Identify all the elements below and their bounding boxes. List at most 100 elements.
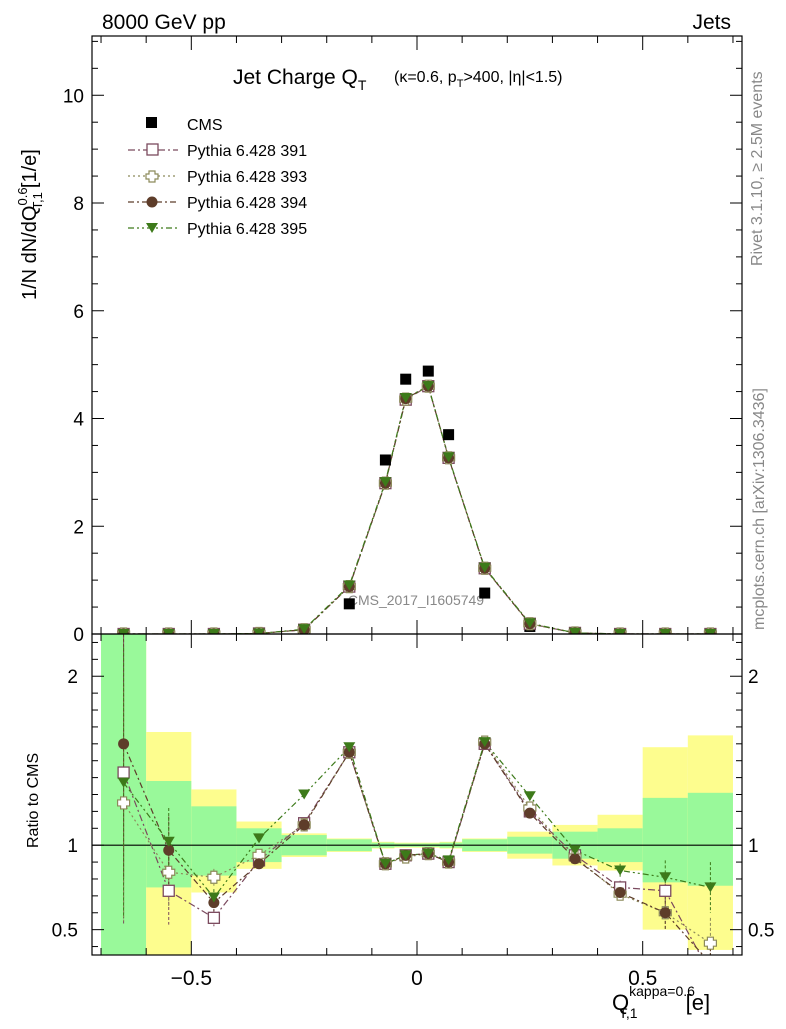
ratio-y-tick-label: 1 (67, 836, 78, 857)
legend-entry-pythia-395: Pythia 6.428 395 (128, 221, 307, 238)
x-tick-label: 0 (411, 967, 423, 990)
ratio-y-tick-label: 2 (67, 667, 78, 688)
main-y-tick-label: 6 (73, 302, 84, 323)
mc-data-point (568, 627, 581, 634)
legend: CMS Pythia 6.428 391 Pythia 6.428 393 Py… (128, 117, 307, 238)
ratio-data-point (163, 844, 175, 856)
ratio-data-point (208, 897, 220, 909)
mc-data-point (162, 629, 175, 634)
ratio-data-point (442, 855, 455, 866)
analysis-watermark: CMS_2017_I1605749 (348, 592, 484, 608)
ratio-data-point (705, 958, 716, 969)
mc-data-point (399, 393, 412, 404)
cms-data-point (443, 429, 455, 441)
mc-data-point (379, 477, 392, 488)
cms-data-point (479, 587, 491, 599)
legend-label-pythia-391: Pythia 6.428 391 (187, 143, 307, 160)
ratio-y-tick-label-right: 0.5 (748, 921, 774, 942)
ratio-data-point (659, 907, 671, 919)
ratio-data-point (614, 865, 627, 876)
main-y-tick-label: 0 (73, 625, 84, 646)
ratio-series-line (123, 742, 704, 955)
ratio-data-point (298, 819, 310, 831)
legend-entry-pythia-394: Pythia 6.428 394 (128, 195, 307, 212)
ratio-data-point (659, 884, 672, 897)
band-green (191, 806, 237, 876)
axis-ticks: 0 2 4 6 8 10 −0.5 0 0.5 0.5 0.5 1 1 2 2 (52, 36, 774, 990)
mc-data-point (253, 628, 266, 634)
ratio-data-point (614, 886, 626, 898)
ratio-data-point (253, 858, 265, 870)
header-left-label: 8000 GeV pp (102, 11, 226, 34)
ratio-data-point (207, 892, 220, 903)
legend-label-pythia-395: Pythia 6.428 395 (187, 221, 307, 238)
mc-data-point (298, 624, 311, 634)
ratio-data-point (569, 853, 581, 865)
ratio-data-point (117, 766, 130, 779)
band-green (642, 797, 688, 883)
ratio-series-line (123, 740, 711, 899)
ratio-y-tick-label-right: 1 (748, 836, 759, 857)
legend-entry-cms: CMS (146, 117, 223, 134)
cms-data-point (343, 598, 355, 610)
mc-data-point (422, 381, 435, 392)
cms-data-point (379, 454, 391, 466)
ratio-data-point (162, 865, 176, 879)
mc-data-point (704, 629, 717, 634)
ratio-data-point (399, 850, 412, 861)
rivet-version-label: Rivet 3.1.10, ≥ 2.5M events (749, 71, 766, 266)
ratio-data-point (116, 796, 131, 810)
ratio-data-point (422, 848, 435, 859)
ratio-uncertainty-bands (101, 634, 733, 955)
x-axis-label: Qkappa=0.6 T,1 [e] (612, 983, 710, 1021)
ratio-data-point (298, 789, 311, 800)
ratio-data-point (253, 833, 266, 844)
ratio-data-point (523, 791, 536, 802)
mc-data-point (478, 562, 491, 573)
mc-data-point (442, 452, 455, 463)
band-green (687, 792, 733, 886)
legend-entry-pythia-391: Pythia 6.428 391 (128, 143, 307, 160)
main-title: Jet Charge QT (233, 66, 367, 93)
ratio-ylabel: Ratio to CMS (25, 753, 42, 848)
ratio-y-tick-label: 0.5 (52, 921, 78, 942)
ratio-data-point (343, 742, 356, 753)
cms-data-point (400, 373, 412, 385)
mc-data-point (659, 629, 672, 634)
mc-data-point (207, 629, 220, 634)
ratio-data-point (118, 738, 130, 750)
ratio-data-point (704, 882, 717, 893)
header-right-label: Jets (692, 11, 731, 34)
ratio-data-point (162, 836, 175, 847)
ratio-data-point (703, 936, 718, 950)
main-y-tick-label: 8 (73, 194, 84, 215)
ratio-data-point (478, 737, 491, 748)
x-tick-label: 0.5 (628, 967, 657, 990)
x-tick-label: −0.5 (171, 967, 212, 990)
main-y-tick-label: 2 (73, 517, 84, 538)
ratio-data-point (207, 870, 221, 884)
ratio-data-point (524, 807, 536, 819)
main-y-tick-label: 4 (73, 410, 84, 431)
mcplots-label: mcplots.cern.ch [arXiv:1306.3436] (751, 388, 768, 630)
ratio-data-point (379, 858, 392, 869)
ratio-data-point (162, 884, 175, 897)
ratio-data-point (705, 968, 716, 979)
legend-entry-pythia-393: Pythia 6.428 393 (128, 169, 307, 186)
ratio-series-markers (116, 735, 718, 979)
ratio-data-point (659, 872, 672, 883)
legend-label-cms: CMS (187, 117, 223, 134)
ratio-data-point (568, 845, 581, 856)
main-y-tick-label: 10 (63, 86, 84, 107)
main-title-detail: (κ=0.6, pT>400, |η|<1.5) (394, 69, 563, 90)
main-series-markers (116, 365, 718, 634)
ratio-data-point (343, 746, 355, 758)
mc-data-point (343, 580, 356, 591)
main-ylabel: 1/N dN/dQ0.6T,1[1/e] (15, 149, 45, 300)
legend-label-pythia-393: Pythia 6.428 393 (187, 169, 307, 186)
ratio-data-point (117, 777, 130, 788)
legend-label-pythia-394: Pythia 6.428 394 (187, 195, 307, 212)
mc-data-point (614, 629, 627, 634)
